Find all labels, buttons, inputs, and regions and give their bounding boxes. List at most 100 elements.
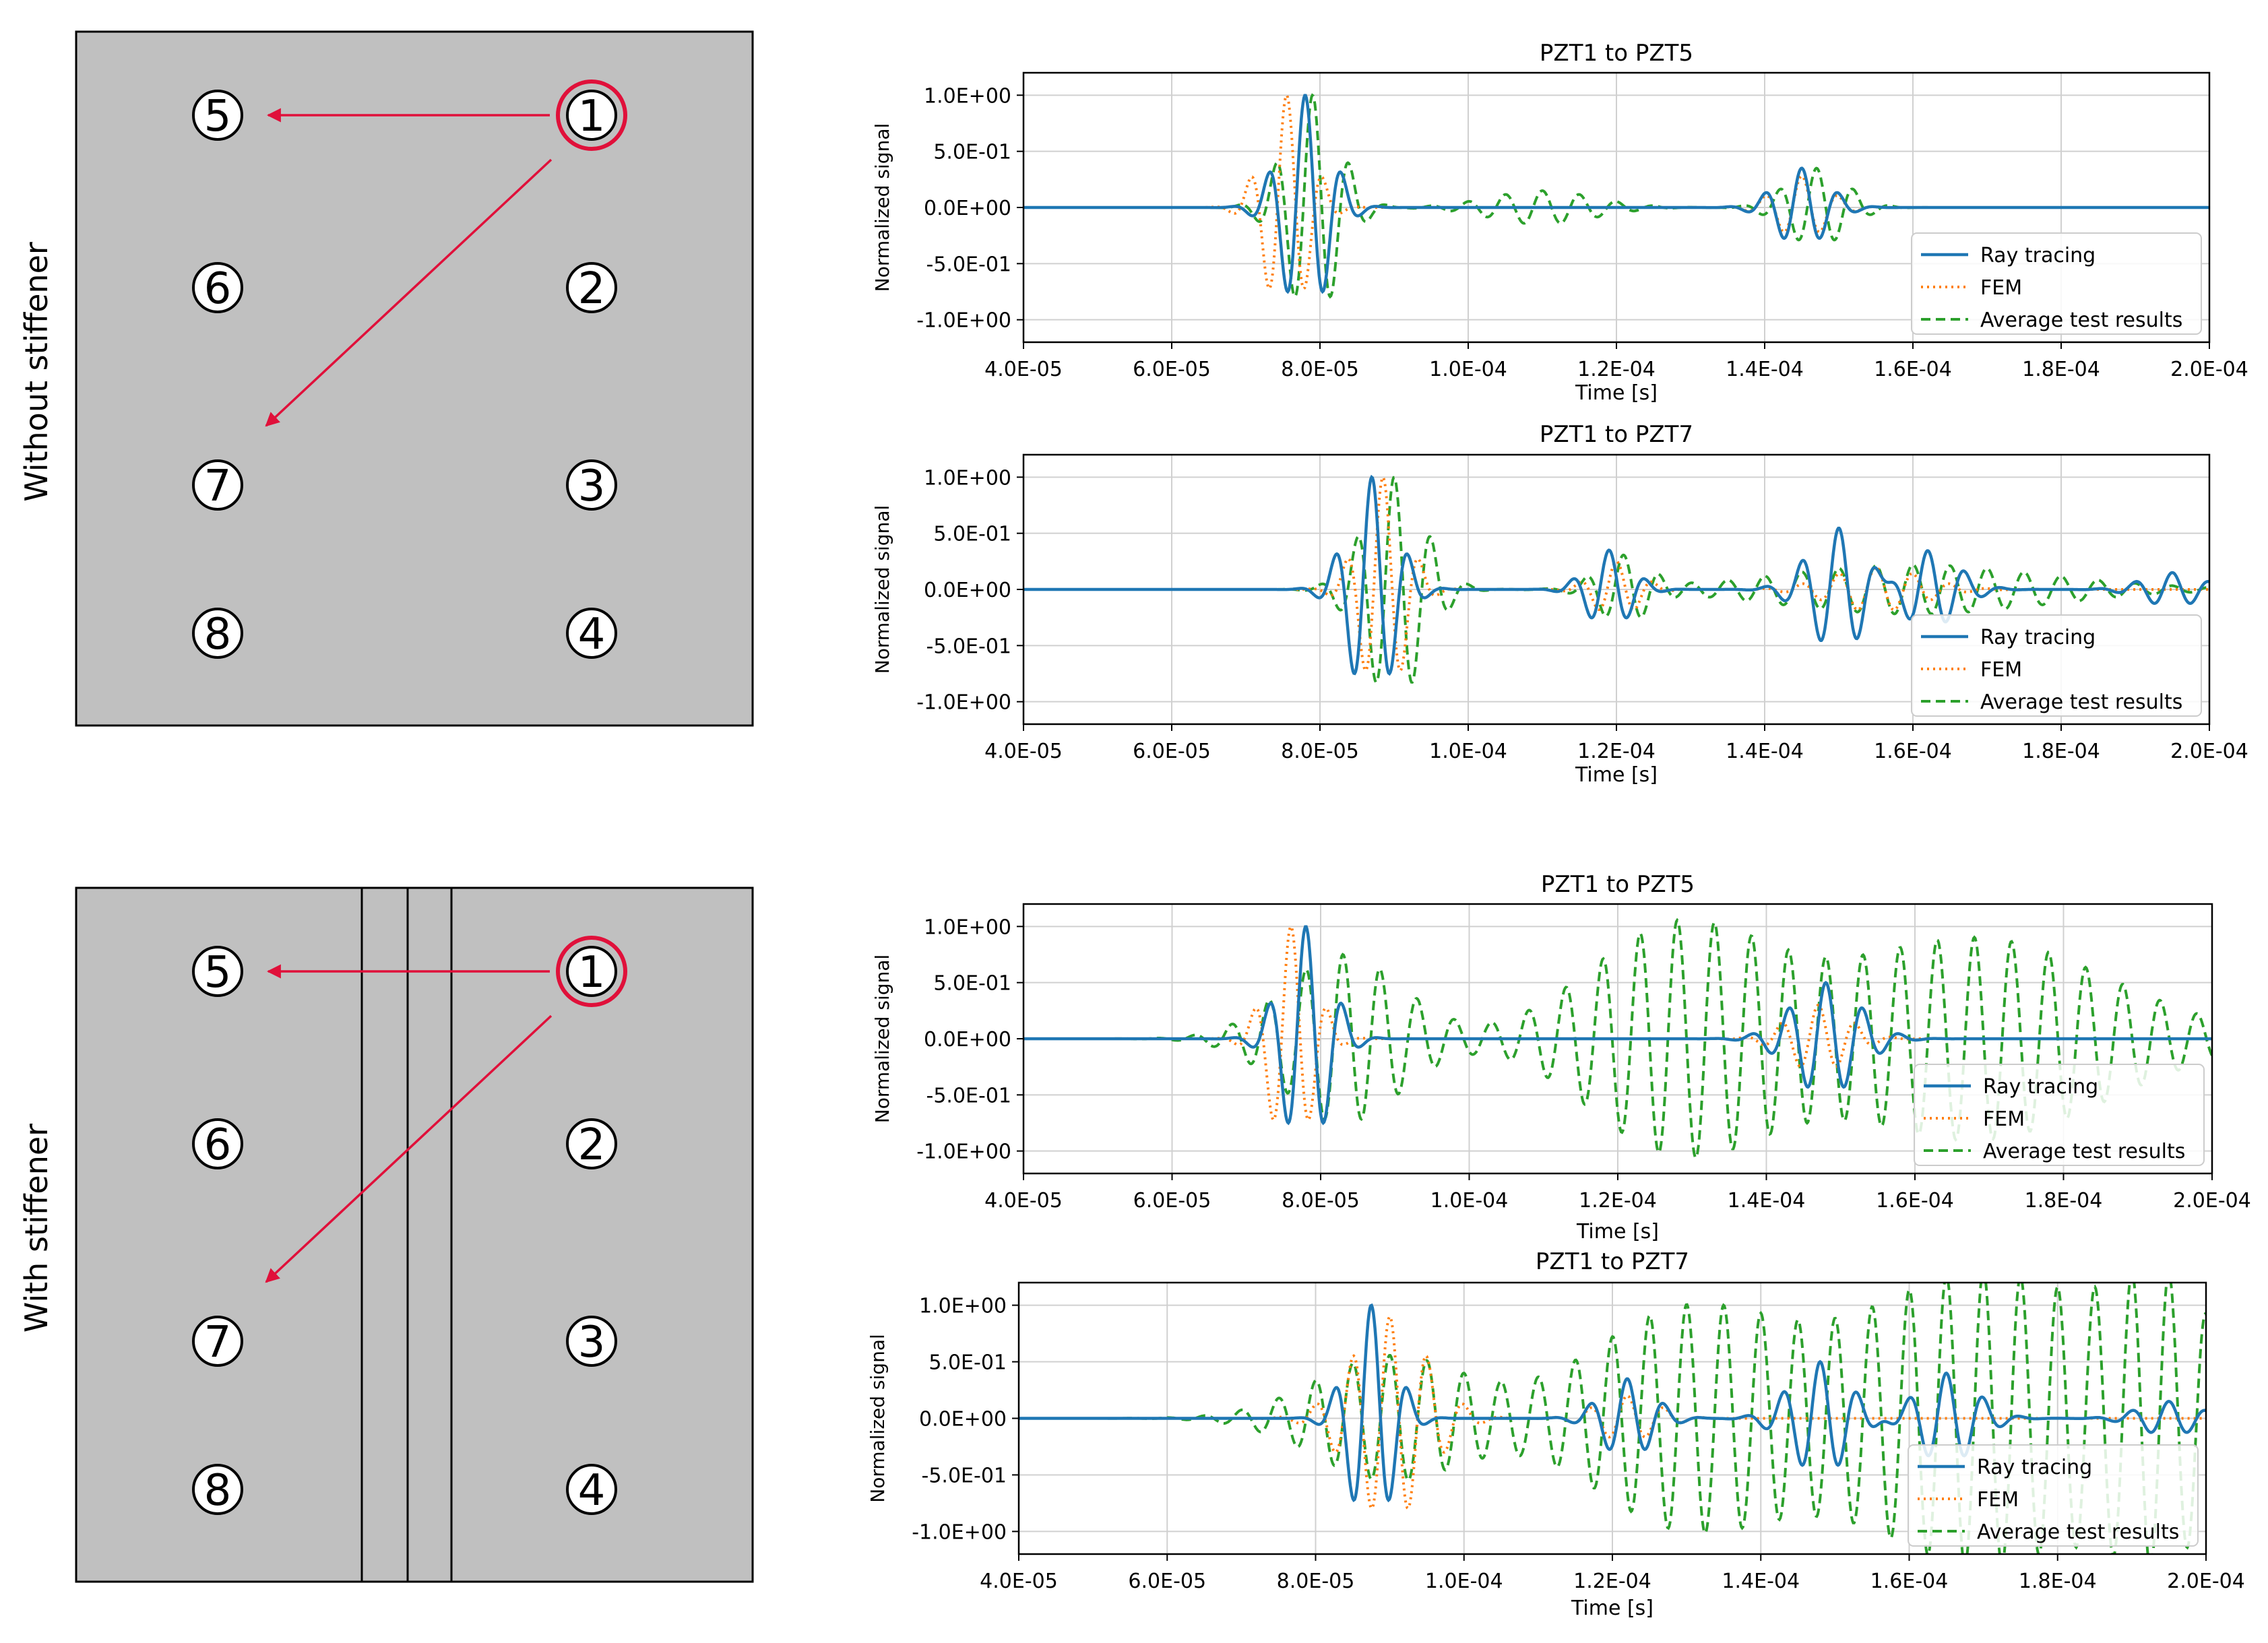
sensor-circle <box>192 946 243 997</box>
x-tick-label: 4.0E-05 <box>984 358 1063 381</box>
row-label: With stiffener <box>18 1124 55 1332</box>
legend-label: Average test results <box>1980 309 2182 332</box>
source-ring <box>556 936 627 1007</box>
sensor-label: 4 <box>578 610 606 659</box>
legend-label: Ray tracing <box>1983 1075 2098 1099</box>
y-tick-label: 0.0E+00 <box>919 1408 1007 1431</box>
legend-label: Ray tracing <box>1980 626 2096 649</box>
y-tick-label: 1.0E+00 <box>924 466 1011 490</box>
sensor-label: 2 <box>578 1120 606 1170</box>
x-tick-label: 6.0E-05 <box>1133 358 1211 381</box>
row-label: Without stiffener <box>18 242 55 502</box>
x-tick-label: 6.0E-05 <box>1133 1189 1211 1213</box>
y-axis-label: Normalized signal <box>867 1334 889 1503</box>
y-tick-label: 5.0E-01 <box>933 972 1011 996</box>
sensor-label: 5 <box>204 948 232 998</box>
sensor-circle <box>192 262 243 313</box>
sensor-4: 4 <box>566 1464 617 1516</box>
sensor-4: 4 <box>566 608 617 659</box>
legend-label: FEM <box>1980 276 2022 300</box>
chart-title: PZT1 to PZT7 <box>1536 1248 1689 1275</box>
chart-title: PZT1 to PZT5 <box>1540 40 1693 67</box>
y-tick-label: -5.0E-01 <box>922 1464 1007 1487</box>
x-tick-label: 1.4E-04 <box>1726 740 1804 763</box>
sensor-label: 4 <box>578 1466 606 1516</box>
sensor-circle <box>566 90 617 141</box>
legend: Ray tracing FEM Average test results <box>1908 1444 2199 1547</box>
legend-label: Average test results <box>1983 1140 2185 1163</box>
y-tick-label: 5.0E-01 <box>928 1351 1007 1375</box>
x-tick-label: 4.0E-05 <box>984 1189 1063 1213</box>
sensor-circle <box>566 1118 617 1169</box>
legend-label: Ray tracing <box>1980 244 2096 267</box>
series-line-average-test-results <box>1023 917 2212 1161</box>
chart-panel: 4.0E-05 6.0E-05 8.0E-05 1.0E-04 1.2E-04 1.4E-… <box>871 421 2248 787</box>
x-tick-label: 1.8E-04 <box>2025 1189 2103 1213</box>
x-tick-label: 1.4E-04 <box>1728 1189 1806 1213</box>
y-tick-label: -1.0E+00 <box>916 691 1011 715</box>
chart-title: PZT1 to PZT5 <box>1541 871 1695 898</box>
x-tick-label: 2.0E-04 <box>2173 1189 2251 1213</box>
plate-panel: With stiffener 1 2 3 4 5 6 7 8 <box>18 887 754 1583</box>
y-tick-label: -1.0E+00 <box>916 1140 1011 1164</box>
sensor-label: 8 <box>204 610 232 659</box>
x-tick-label: 1.6E-04 <box>1874 358 1952 381</box>
x-tick-label: 6.0E-05 <box>1128 1570 1206 1593</box>
legend: Ray tracing FEM Average test results <box>1914 1064 2205 1166</box>
chart-title: PZT1 to PZT7 <box>1540 421 1693 448</box>
sensor-label: 2 <box>578 264 606 314</box>
chart-panel: 4.0E-05 6.0E-05 8.0E-05 1.0E-04 1.2E-04 1.4E-… <box>871 871 2251 1244</box>
y-tick-label: -5.0E-01 <box>926 635 1012 658</box>
legend-label: FEM <box>1977 1488 2019 1512</box>
sensor-circle <box>192 459 243 511</box>
sensor-2: 2 <box>566 262 617 314</box>
plot-frame <box>1022 71 2211 344</box>
y-tick-label: 0.0E+00 <box>924 197 1011 220</box>
legend-label: FEM <box>1983 1107 2025 1131</box>
sensor-label: 6 <box>204 1120 232 1170</box>
legend-box <box>1911 232 2202 335</box>
x-tick-label: 1.8E-04 <box>2022 358 2100 381</box>
x-tick-label: 1.6E-04 <box>1874 740 1952 763</box>
x-tick-label: 1.6E-04 <box>1876 1189 1954 1213</box>
sensor-label: 3 <box>578 461 606 511</box>
x-tick-label: 1.2E-04 <box>1579 1189 1657 1213</box>
x-tick-label: 2.0E-04 <box>2167 1570 2245 1593</box>
x-tick-label: 2.0E-04 <box>2170 358 2248 381</box>
x-tick-label: 1.8E-04 <box>2022 740 2100 763</box>
y-tick-label: 0.0E+00 <box>924 1028 1011 1052</box>
x-tick-label: 8.0E-05 <box>1281 358 1359 381</box>
y-axis-label: Normalized signal <box>871 123 893 292</box>
y-tick-label: 1.0E+00 <box>924 84 1011 108</box>
arrow-to-7 <box>265 158 553 427</box>
legend-label: Average test results <box>1980 690 2182 714</box>
plate-diagrams: Without stiffener 1 2 3 4 5 6 7 8 With stiffener 1… <box>18 30 754 1583</box>
x-tick-label: 1.2E-04 <box>1573 1570 1651 1593</box>
sensor-label: 7 <box>204 461 232 511</box>
plate-panel: Without stiffener 1 2 3 4 5 6 7 8 <box>18 30 754 727</box>
x-tick-label: 4.0E-05 <box>984 740 1063 763</box>
y-axis-label: Normalized signal <box>871 505 893 674</box>
sensor-label: 5 <box>204 92 232 141</box>
sensor-7: 7 <box>192 459 243 511</box>
plot-frame <box>1022 903 2213 1175</box>
legend-box <box>1911 614 2202 717</box>
legend-box <box>1914 1064 2205 1166</box>
charts: 4.0E-05 6.0E-05 8.0E-05 1.0E-04 1.2E-04 1.4E-… <box>867 40 2251 1620</box>
x-axis-label: Time [s] <box>1575 763 1658 787</box>
series-line-ray-tracing <box>1023 94 2209 294</box>
sensor-8: 8 <box>192 1464 243 1516</box>
x-tick-label: 1.0E-04 <box>1429 358 1507 381</box>
series-line-ray-tracing <box>1019 1303 2206 1503</box>
sensor-circle <box>192 608 243 659</box>
series-line-ray-tracing <box>1023 474 2209 676</box>
y-tick-label: -1.0E+00 <box>912 1520 1007 1544</box>
y-tick-label: 5.0E-01 <box>933 523 1011 546</box>
sensor-circle <box>566 1316 617 1367</box>
y-tick-label: -5.0E-01 <box>926 253 1012 276</box>
x-tick-label: 2.0E-04 <box>2170 740 2248 763</box>
sensor-circle <box>192 1464 243 1515</box>
sensor-3: 3 <box>566 459 617 511</box>
y-axis-label: Normalized signal <box>871 955 893 1124</box>
